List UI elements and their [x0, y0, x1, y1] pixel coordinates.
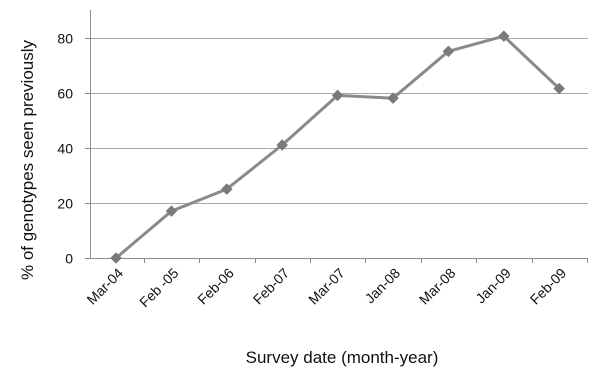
data-point: [387, 92, 399, 105]
gridlines: [90, 38, 588, 204]
data-point: [442, 45, 455, 58]
x-tick-label: Feb-09: [527, 265, 570, 308]
x-tick-label: Mar-08: [416, 265, 459, 308]
y-tick-label: 80: [57, 31, 73, 47]
data-point: [497, 30, 510, 43]
data-point: [165, 205, 178, 218]
axes: [85, 10, 588, 263]
x-tick-label: Jan-08: [362, 265, 404, 307]
y-axis-title: % of genotypes seen previously: [18, 39, 37, 280]
data-point: [553, 82, 566, 95]
x-tick-label: Mar-04: [83, 265, 126, 308]
data-point: [276, 139, 289, 151]
x-axis-title: Survey date (month-year): [246, 348, 439, 367]
x-tick-labels: Mar-04 Feb -05 Feb-06 Feb-07 Mar-07 Jan-08 Mar…: [83, 265, 569, 311]
x-tick-label: Feb -05: [136, 265, 182, 311]
y-tick-label: 40: [57, 141, 73, 157]
y-tick-label: 60: [57, 86, 73, 102]
x-tick-label: Feb-06: [194, 265, 237, 308]
x-tick-label: Jan-09: [472, 265, 514, 307]
x-tick-label: Feb-07: [250, 265, 293, 308]
y-tick-label: 20: [57, 196, 73, 212]
y-tick-label: 0: [65, 251, 73, 267]
series-line: [114, 34, 561, 260]
y-tick-labels: 0 20 40 60 80: [57, 31, 73, 267]
data-point: [331, 89, 344, 102]
data-point: [220, 183, 233, 195]
x-tick-label: Mar-07: [305, 265, 348, 308]
series: [110, 30, 566, 264]
data-point: [110, 252, 122, 264]
